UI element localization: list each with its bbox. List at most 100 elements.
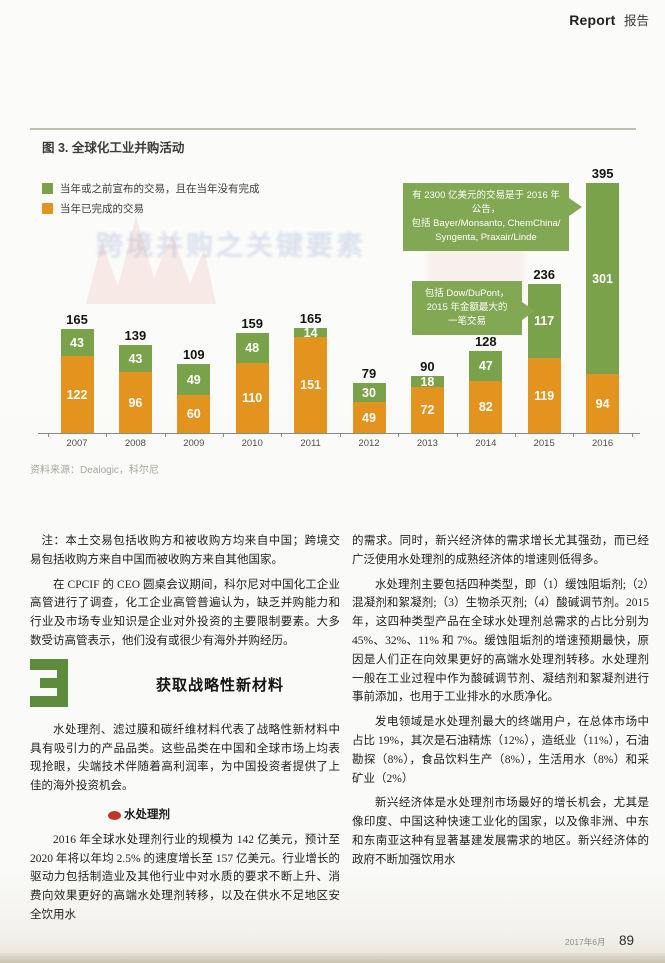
chart-source: 资料来源：Dealogic，科尔尼 — [30, 465, 159, 476]
article-left-column: 注：本土交易包括收购方和被收购方均来自中国；跨境交易包括收购方来自中国而被收购方… — [30, 532, 340, 931]
annotation-line: 有 2300 亿美元的交易是于 2016 年公告， — [412, 190, 560, 215]
x-axis-label: 2011 — [300, 438, 321, 449]
bar-total-label: 165 — [66, 312, 88, 327]
x-axis-tick — [456, 433, 458, 437]
annotation-line: 2015 年金额最大的 — [426, 302, 508, 313]
bar-segment-completed: 82 — [469, 381, 503, 433]
x-axis-tick — [223, 433, 224, 437]
subsection-title: 水处理剂 — [124, 808, 170, 821]
x-axis-tick — [106, 433, 108, 437]
x-axis-label: 2014 — [475, 438, 497, 449]
bar-segment-completed: 151 — [294, 337, 328, 433]
bar-segment-announced: 117 — [527, 284, 561, 358]
paragraph: 水处理剂、滤过膜和碳纤维材料代表了战略性新材料中具有吸引力的产品品类。这些品类在… — [30, 723, 340, 793]
x-axis-tick — [164, 433, 166, 437]
bar-segment-announced: 43 — [60, 329, 94, 356]
annotation-line: 包括 Dow/DuPont， — [424, 288, 510, 299]
paragraph: 发电领域是水处理剂最大的终端用户，在总体市场中占比 19%，其次是石油精炼（12… — [352, 716, 649, 785]
bar-segment-announced: 18 — [410, 375, 444, 389]
figure-note: 注：本土交易包括收购方和被收购方均来自中国；跨境交易包括收购方来自中国而被收购方… — [30, 535, 340, 566]
chart-legend: 当年或之前宣布的交易，且在当年没有完成 当年已完成的交易 — [42, 181, 260, 221]
x-axis-tick — [573, 433, 575, 437]
annotation-line: Syngenta, Praxair/Linde — [435, 232, 537, 243]
page-footer: 2017年6月 89 — [30, 932, 634, 950]
x-axis-label: 2008 — [124, 438, 146, 449]
bar-total-label: 128 — [474, 334, 497, 349]
x-axis-tick — [398, 433, 400, 437]
bar-total-label: 159 — [241, 316, 264, 331]
article-right-column: 的需求。同时，新兴经济体的需求增长尤其强劲，而已经广泛使用水处理剂的成熟经济体的… — [352, 532, 649, 876]
x-axis-label: 2010 — [241, 438, 263, 449]
bar-total-label: 90 — [420, 359, 435, 374]
bar-segment-completed: 122 — [60, 356, 94, 433]
issue-date: 2017年6月 — [564, 937, 606, 947]
paragraph: 新兴经济体是水处理剂市场最好的增长机会，尤其是像印度、中国这种快速工业化的国家，… — [352, 797, 649, 866]
chart-plot-area: 122 43 165 2007 96 43 139 2008 60 49 109 2009 110 48 1… — [30, 155, 644, 455]
bar-total-label: 109 — [182, 347, 205, 362]
report-label-zh: 报告 — [623, 14, 649, 28]
x-axis-line — [38, 433, 640, 434]
x-axis-tick — [281, 433, 283, 437]
bar-total-label: 79 — [361, 366, 377, 381]
legend-item-announced: 当年或之前宣布的交易，且在当年没有完成 — [42, 181, 260, 196]
paragraph: 2016 年全球水处理剂行业的规模为 142 亿美元，预计至 2020 年将以年… — [30, 833, 340, 921]
section-number-3-icon — [30, 658, 68, 707]
scan-edge-shadow — [0, 953, 665, 963]
stacked-bar-chart: 122 43 165 2007 96 43 139 2008 60 49 109 2009 110 48 1… — [30, 155, 644, 455]
paragraph: 水处理剂主要包括四种类型，即（1）缓蚀阻垢剂;（2）混凝剂和絮凝剂;（3）生物杀… — [352, 578, 649, 704]
bar-segment-completed: 49 — [352, 402, 386, 433]
bar-total-label: 165 — [299, 311, 322, 326]
paragraph: 在 CPCIF 的 CEO 圆桌会议期间，科尔尼对中国化工企业高管进行了调查，化… — [30, 578, 340, 647]
x-axis-label: 2013 — [416, 438, 438, 449]
legend-swatch-announced-icon — [42, 183, 53, 194]
callout-arrow-right-icon — [569, 198, 582, 216]
legend-item-completed: 当年已完成的交易 — [42, 201, 260, 216]
x-axis-label: 2012 — [358, 438, 380, 449]
bar-segment-completed: 72 — [410, 387, 444, 433]
bar-segment-completed: 94 — [586, 374, 620, 433]
bar-segment-announced: 30 — [352, 383, 386, 402]
section-title: 获取战略性新材料 — [156, 676, 285, 694]
bar-segment-announced: 47 — [469, 351, 503, 381]
legend-label: 当年或之前宣布的交易，且在当年没有完成 — [60, 183, 260, 195]
report-label-en: Report — [569, 12, 616, 28]
bar-segment-announced: 14 — [294, 326, 328, 340]
bar-segment-announced: 43 — [118, 345, 152, 372]
bar-segment-announced: 48 — [235, 333, 269, 363]
bleedthrough-chart — [86, 216, 216, 304]
annotation-line: 包括 Bayer/Monsanto, ChemChina/ — [411, 218, 561, 229]
bar-segment-completed: 119 — [527, 358, 561, 433]
x-axis-label: 2007 — [66, 438, 88, 449]
x-axis-tick — [631, 433, 633, 437]
bar-segment-completed: 96 — [118, 372, 152, 433]
bar-segment-announced: 301 — [586, 183, 620, 374]
figure-title: 图 3. 全球化工业并购活动 — [42, 141, 185, 155]
x-axis-label: 2009 — [183, 438, 205, 449]
x-axis-label: 2016 — [592, 438, 614, 449]
red-bullet-icon — [108, 810, 121, 820]
bar-segment-announced: 49 — [177, 364, 211, 395]
annotation-callout-2015: 包括 Dow/DuPont， 2015 年金额最大的 一笔交易 — [412, 281, 535, 335]
annotation-line: 一笔交易 — [447, 316, 486, 327]
bar-total-label: 139 — [124, 328, 147, 343]
x-axis-tick — [339, 433, 341, 437]
x-axis-label: 2015 — [533, 438, 555, 449]
figure-divider — [30, 128, 636, 130]
page-number: 89 — [618, 933, 634, 948]
bleedthrough-title: 跨境并购之关键要素 — [96, 231, 366, 261]
legend-swatch-completed-icon — [42, 203, 53, 214]
bar-total-label: 236 — [533, 267, 556, 282]
x-axis-tick — [47, 433, 49, 437]
bar-segment-completed: 110 — [235, 363, 269, 433]
callout-arrow-right-icon — [522, 302, 535, 320]
bar-segment-completed: 60 — [177, 395, 211, 433]
page-header: Report 报告 — [569, 10, 649, 30]
annotation-callout-2016: 有 2300 亿美元的交易是于 2016 年公告， 包括 Bayer/Monsa… — [403, 183, 582, 251]
paragraph: 的需求。同时，新兴经济体的需求增长尤其强劲，而已经广泛使用水处理剂的成熟经济体的… — [352, 535, 649, 566]
section-heading-block: 获取战略性新材料 — [30, 657, 340, 717]
subsection-heading: 水处理剂 — [108, 806, 340, 825]
legend-label: 当年已完成的交易 — [60, 203, 144, 215]
x-axis-tick — [515, 433, 516, 437]
bar-total-label: 395 — [591, 166, 614, 181]
